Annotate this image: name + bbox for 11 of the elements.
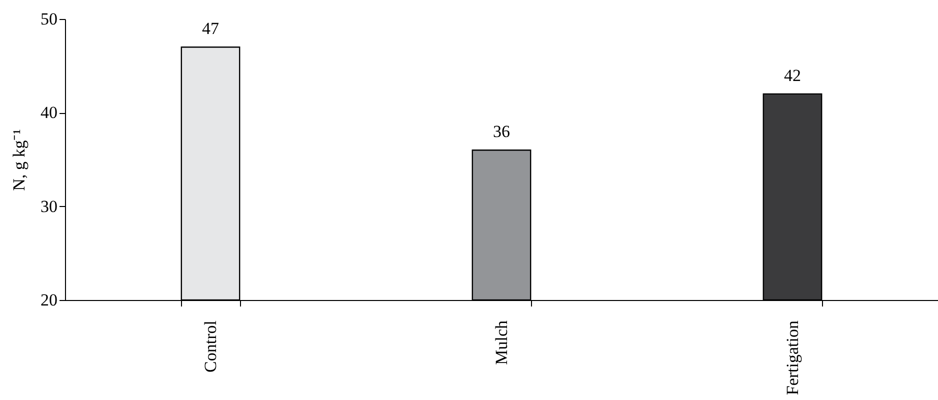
x-tick-label: Mulch <box>492 320 511 365</box>
y-tick-label: 50 <box>40 10 58 28</box>
data-label: 42 <box>784 66 801 85</box>
y-tick-label: 40 <box>40 103 58 122</box>
data-label: 36 <box>493 122 510 142</box>
y-tick-label: 20 <box>40 290 58 310</box>
y-axis-title: N, g kg⁻¹ <box>10 129 28 191</box>
x-tick-label: Control <box>201 320 220 372</box>
data-label: 47 <box>202 19 220 38</box>
x-tick-label: Fertigation <box>783 320 802 396</box>
y-tick-label: 30 <box>40 196 58 216</box>
